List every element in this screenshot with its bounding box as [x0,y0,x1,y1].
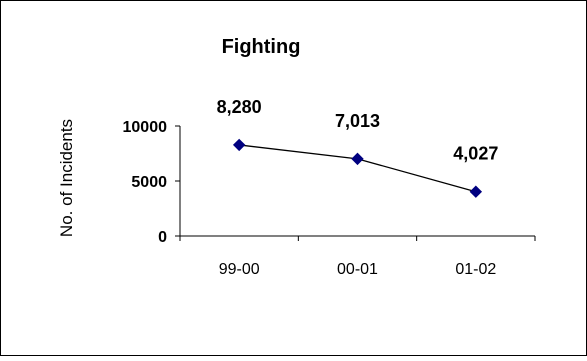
y-tick-label: 0 [158,229,167,246]
x-tick-label: 01-02 [455,261,496,278]
y-tick-label: 5000 [131,174,167,191]
data-label: 4,027 [453,144,498,164]
data-label: 8,280 [217,97,262,117]
y-tick-label: 10000 [123,119,168,136]
chart-title: Fighting [222,36,301,58]
data-point [469,185,483,198]
y-axis-label: No. of Incidents [57,119,76,237]
data-label: 7,013 [335,111,380,131]
series [232,138,483,198]
data-point [232,138,246,152]
data-labels: 8,280 7,013 4,027 [217,97,499,164]
axes [175,125,536,241]
x-tick-label: 99-00 [219,261,260,278]
data-point [351,152,364,166]
x-tick-label: 00-01 [337,261,378,278]
tick-labels: 0 5000 10000 99-00 00-01 01-02 [123,119,497,278]
